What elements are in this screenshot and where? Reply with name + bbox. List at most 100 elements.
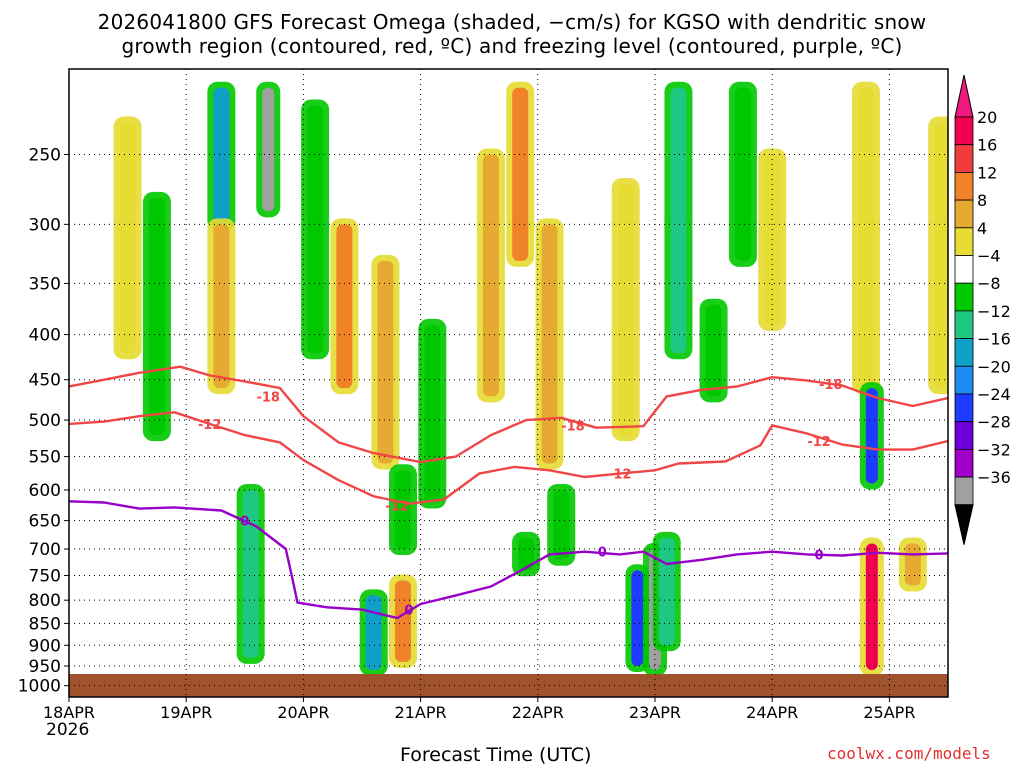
colorbar-swatch-2 <box>954 171 974 201</box>
contour-line--18 <box>69 365 948 464</box>
contour-label--12-3: -12 <box>807 435 831 450</box>
ground-fill <box>69 674 948 697</box>
x-tick-label-23APR: 23APR <box>629 703 681 722</box>
y-tick-label-750: 750 <box>29 566 61 586</box>
colorbar-swatch-0 <box>954 116 974 146</box>
y-tick-label-550: 550 <box>29 448 61 468</box>
colorbar-swatch-5 <box>954 255 974 284</box>
omega-cell-23 <box>705 304 722 397</box>
contour-label-0-0: 0 <box>240 515 249 530</box>
y-tick-label-300: 300 <box>29 215 61 235</box>
colorbar-label-13: −36 <box>977 468 1011 487</box>
chart-title-line-2: growth region (contoured, red, ºC) and f… <box>121 34 903 58</box>
omega-cell-7 <box>336 224 353 389</box>
omega-cell-27 <box>865 388 878 484</box>
x-tick-label-25APR: 25APR <box>863 703 915 722</box>
omega-cell-16 <box>553 489 570 560</box>
contour-label-0-3: 0 <box>815 548 824 563</box>
x-axis-title: Forecast Time (UTC) <box>400 744 592 766</box>
x-tick-label-22APR: 22APR <box>512 703 564 722</box>
colorbar-bottom-arrow <box>954 504 974 545</box>
colorbar-label-0: 20 <box>977 108 997 127</box>
omega-cell-3 <box>213 224 230 389</box>
contour-label--18-2: -18 <box>819 378 843 393</box>
omega-cell-19 <box>631 570 644 667</box>
contour-label--12-0: -12 <box>198 418 222 433</box>
chart-title-line-1: 2026041800 GFS Forecast Omega (shaded, −… <box>97 10 927 34</box>
omega-cell-4 <box>242 489 259 658</box>
colorbar-swatch-9 <box>954 365 974 395</box>
colorbar-label-9: −20 <box>977 357 1011 376</box>
contour-layer: -18 -18 -18 -12 -12 -12 -12 0 0 0 0 <box>69 365 948 620</box>
colorbar-label-12: −32 <box>977 440 1011 459</box>
omega-cell-8 <box>377 260 394 464</box>
omega-cell-24 <box>734 87 751 261</box>
x-tick-label-19APR: 19APR <box>160 703 212 722</box>
colorbar-label-1: 16 <box>977 136 997 155</box>
y-tick-label-600: 600 <box>29 481 61 501</box>
omega-cell-1 <box>148 197 165 436</box>
y-tick-label-400: 400 <box>29 326 61 346</box>
colorbar-top-arrow <box>954 74 974 118</box>
x-tick-label-20APR: 20APR <box>277 703 329 722</box>
omega-cell-10 <box>424 324 441 503</box>
colorbar-label-3: 8 <box>977 191 987 210</box>
y-tick-label-900: 900 <box>29 636 61 656</box>
omega-cell-26 <box>857 87 874 389</box>
y-tick-label-1000: 1000 <box>18 677 61 697</box>
y-tick-label-700: 700 <box>29 540 61 560</box>
y-tick-label-800: 800 <box>29 591 61 611</box>
colorbar-label-4: 4 <box>977 219 987 238</box>
x-tick-label-18APR: 18APR <box>43 703 95 722</box>
credit-link[interactable]: coolwx.com/models <box>827 744 991 763</box>
y-tick-label-250: 250 <box>29 145 61 165</box>
omega-cell-6 <box>307 105 324 354</box>
contour-line--12 <box>69 411 948 505</box>
axes: 2503003504004505005506006507007508008509… <box>18 145 916 722</box>
colorbar-swatch-8 <box>954 338 974 367</box>
y-tick-label-650: 650 <box>29 512 61 532</box>
contour-label--18-1: -18 <box>561 419 585 434</box>
colorbar-label-5: −4 <box>977 247 1001 266</box>
y-tick-label-450: 450 <box>29 371 61 391</box>
colorbar-swatch-6 <box>954 282 974 312</box>
ground-below-surface <box>69 674 948 697</box>
y-tick-label-950: 950 <box>29 657 61 677</box>
omega-cell-22 <box>670 87 687 354</box>
contour-label-0-2: 0 <box>598 546 607 561</box>
omega-cell-5 <box>262 87 275 212</box>
omega-cell-21 <box>658 537 675 646</box>
colorbar-label-10: −24 <box>977 385 1011 404</box>
colorbar-swatch-3 <box>954 199 974 229</box>
colorbar-swatch-1 <box>954 144 974 173</box>
omega-cell-29 <box>904 543 921 586</box>
colorbar-swatch-7 <box>954 310 974 339</box>
contour-label--18-0: -18 <box>256 390 280 405</box>
omega-cell-30 <box>934 122 948 389</box>
colorbar-label-7: −12 <box>977 302 1011 321</box>
omega-cell-2 <box>213 87 230 225</box>
omega-cell-13 <box>482 154 499 397</box>
colorbar-label-6: −8 <box>977 274 1001 293</box>
colorbar-swatch-12 <box>954 448 974 478</box>
colorbar: 20 16 12 8 4 −4 −8 −12 −16 −20 −24 −28 −32 −36 <box>954 74 1011 545</box>
x-tick-label-21APR: 21APR <box>395 703 447 722</box>
colorbar-swatch-13 <box>954 476 974 506</box>
omega-cell-18 <box>617 183 634 436</box>
omega-cell-11 <box>395 580 412 662</box>
x-tick-label-24APR: 24APR <box>746 703 798 722</box>
y-tick-label-350: 350 <box>29 274 61 294</box>
omega-cell-12 <box>365 595 382 671</box>
contour-label--12-1: -12 <box>385 500 409 515</box>
omega-cell-15 <box>541 224 558 464</box>
colorbar-label-2: 12 <box>977 163 997 182</box>
plot-frame <box>68 68 949 698</box>
colorbar-label-8: −16 <box>977 330 1011 349</box>
omega-cell-28 <box>865 543 878 671</box>
omega-cell-17 <box>518 537 535 571</box>
colorbar-swatch-10 <box>954 393 974 423</box>
colorbar-label-11: −28 <box>977 413 1011 432</box>
colorbar-swatch-4 <box>954 227 974 256</box>
init-year-label: 2026 <box>46 720 90 740</box>
